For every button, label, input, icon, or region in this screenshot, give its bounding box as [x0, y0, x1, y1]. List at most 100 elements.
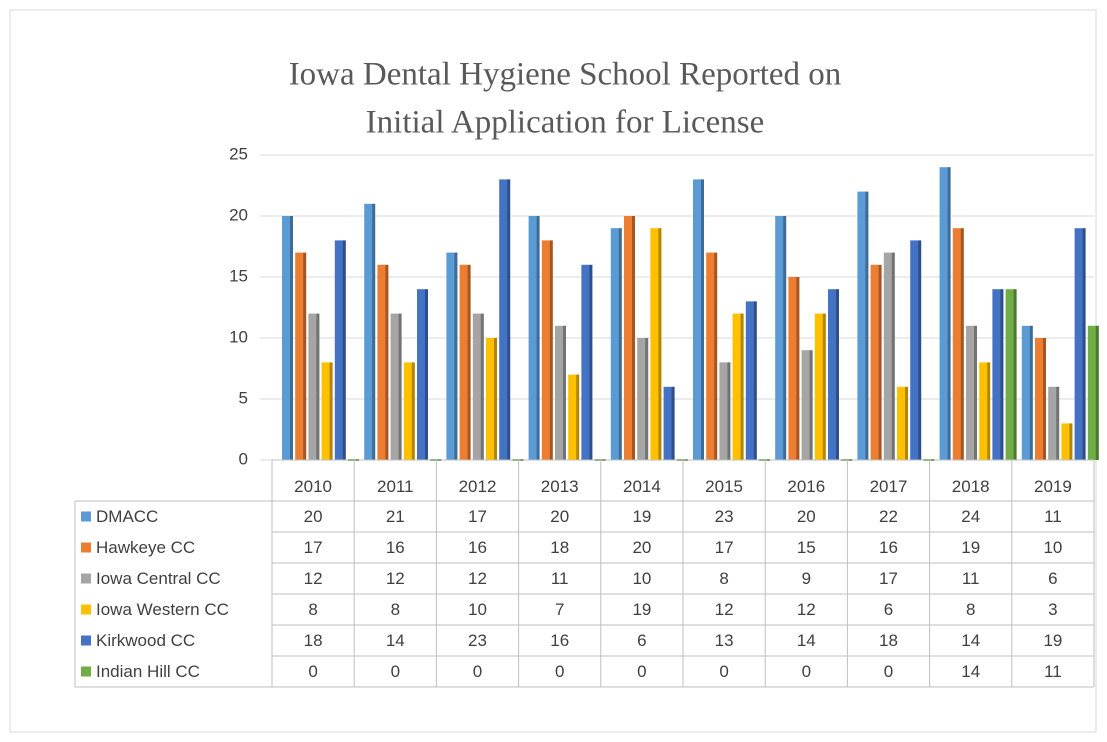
- bar: [979, 362, 991, 460]
- bar: [663, 386, 675, 460]
- table-value: 19: [1043, 631, 1062, 650]
- table-value: 11: [551, 569, 569, 588]
- legend-swatch: [81, 542, 91, 553]
- bar: [568, 374, 580, 460]
- table-value: 12: [797, 600, 816, 619]
- x-tick-label: 2011: [377, 477, 414, 496]
- bar: [334, 240, 346, 460]
- table-value: 16: [879, 538, 898, 557]
- bar: [952, 228, 964, 460]
- table-value: 3: [1048, 600, 1057, 619]
- bar: [801, 350, 813, 460]
- table-value: 9: [802, 569, 811, 588]
- table-value: 12: [468, 569, 487, 588]
- table-value: 0: [719, 662, 728, 681]
- table-value: 14: [386, 631, 405, 650]
- table-value: 0: [637, 662, 646, 681]
- table-value: 10: [1043, 538, 1062, 557]
- x-tick-label: 2019: [1034, 477, 1072, 496]
- x-tick-label: 2016: [787, 477, 825, 496]
- table-value: 8: [719, 569, 728, 588]
- table-value: 20: [304, 507, 323, 526]
- bar: [472, 313, 484, 460]
- bar: [992, 289, 1004, 460]
- bar: [1035, 338, 1046, 460]
- y-tick-label: 15: [229, 266, 248, 285]
- table-value: 8: [966, 600, 975, 619]
- bar: [295, 252, 307, 460]
- bar: [1048, 386, 1060, 460]
- bar: [308, 313, 320, 460]
- y-tick-label: 0: [239, 449, 248, 468]
- bar: [870, 264, 882, 460]
- bar: [321, 362, 333, 460]
- chart-title: Initial Application for License: [366, 105, 765, 141]
- table-value: 14: [961, 662, 980, 681]
- legend-swatch: [81, 511, 91, 522]
- bar: [788, 277, 800, 460]
- bar: [486, 338, 497, 460]
- table-value: 20: [550, 507, 569, 526]
- table-value: 6: [884, 600, 893, 619]
- table-value: 23: [715, 507, 734, 526]
- bar: [1061, 423, 1073, 460]
- table-value: 14: [797, 631, 816, 650]
- bar: [719, 362, 731, 460]
- table-value: 6: [1048, 569, 1057, 588]
- table-value: 23: [468, 631, 487, 650]
- table-value: 15: [797, 538, 816, 557]
- table-value: 17: [879, 569, 898, 588]
- chart-title: Iowa Dental Hygiene School Reported on: [289, 57, 842, 93]
- bar: [610, 228, 622, 460]
- x-tick-label: 2013: [541, 477, 579, 496]
- bar: [390, 313, 402, 460]
- table-value: 0: [391, 662, 400, 681]
- bar: [1005, 289, 1017, 460]
- bar: [745, 301, 757, 460]
- table-value: 8: [391, 600, 400, 619]
- legend-swatch: [81, 666, 91, 677]
- x-tick-label: 2018: [952, 477, 990, 496]
- table-value: 24: [961, 507, 980, 526]
- table-value: 17: [715, 538, 734, 557]
- y-tick-label: 20: [229, 205, 248, 224]
- table-value: 11: [1044, 662, 1062, 681]
- bar: [1087, 325, 1099, 460]
- table-value: 16: [550, 631, 569, 650]
- table-value: 13: [715, 631, 734, 650]
- bar: [814, 313, 826, 460]
- x-tick-label: 2015: [705, 477, 743, 496]
- table-value: 18: [879, 631, 898, 650]
- legend-label: Iowa Central CC: [96, 569, 221, 588]
- table-value: 0: [555, 662, 564, 681]
- bar: [966, 325, 977, 460]
- table-value: 8: [308, 600, 317, 619]
- y-tick-label: 10: [229, 327, 248, 346]
- bar: [459, 264, 471, 460]
- bar: [828, 289, 839, 460]
- table-value: 14: [961, 631, 980, 650]
- legend-swatch: [81, 573, 91, 584]
- bar: [693, 179, 704, 460]
- x-tick-label: 2010: [294, 477, 332, 496]
- table-value: 19: [632, 600, 651, 619]
- bar: [939, 167, 951, 460]
- table-value: 0: [884, 662, 893, 681]
- table-value: 12: [715, 600, 734, 619]
- table-value: 17: [468, 507, 487, 526]
- table-value: 19: [632, 507, 651, 526]
- table-value: 16: [386, 538, 405, 557]
- table-value: 12: [386, 569, 405, 588]
- bar: [732, 313, 744, 460]
- table-value: 11: [1044, 507, 1062, 526]
- bar: [282, 216, 293, 460]
- table-value: 10: [468, 600, 487, 619]
- bar: [581, 264, 593, 460]
- legend-label: Hawkeye CC: [96, 538, 195, 557]
- table-value: 17: [304, 538, 323, 557]
- legend-label: Iowa Western CC: [96, 600, 229, 619]
- table-value: 21: [386, 507, 405, 526]
- table-value: 22: [879, 507, 898, 526]
- table-value: 18: [304, 631, 323, 650]
